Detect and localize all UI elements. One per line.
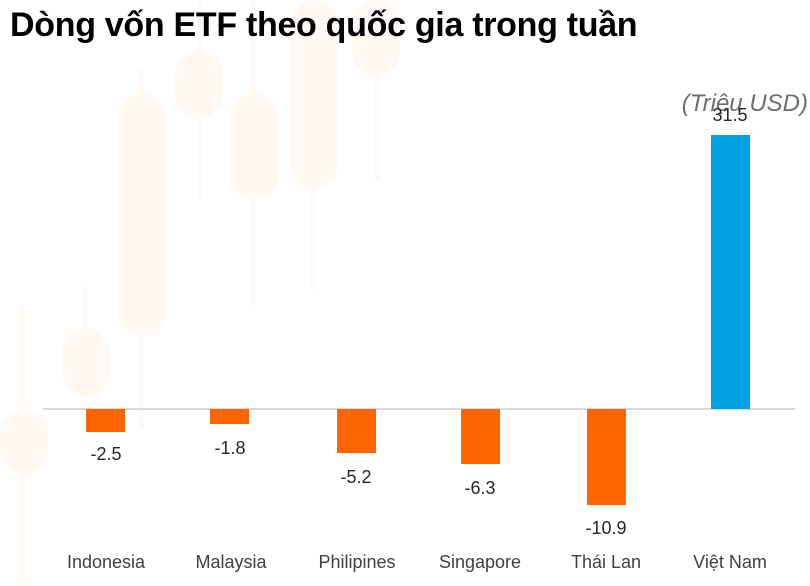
category-label-philipines: Philipines (318, 552, 396, 572)
category-label-singapore: Singapore (438, 552, 522, 572)
bar-philipines (337, 409, 376, 453)
category-label-thai-lan: Thái Lan (570, 552, 642, 572)
value-label-philipines: -5.2 (340, 467, 372, 487)
bar-malaysia (210, 409, 249, 424)
category-label-malaysia: Malaysia (195, 552, 267, 572)
value-label-indonesia: -2.5 (90, 444, 122, 464)
bar-viet-nam (711, 135, 750, 409)
category-label-indonesia: Indonesia (66, 552, 146, 572)
unit-label: (Triệu USD) (681, 90, 808, 117)
value-label-malaysia: -1.8 (214, 438, 246, 458)
value-label-viet-nam: 31.5 (712, 105, 748, 125)
value-label-thai-lan: -10.9 (585, 518, 627, 538)
zero-axis-line (43, 408, 795, 410)
bar-singapore (461, 409, 500, 464)
category-label-viet-nam: Việt Nam (693, 552, 767, 572)
value-label-singapore: -6.3 (464, 478, 496, 498)
bar-indonesia (86, 409, 125, 432)
chart-title: Dòng vốn ETF theo quốc gia trong tuần (10, 6, 638, 44)
bar-thai-lan (587, 409, 626, 505)
